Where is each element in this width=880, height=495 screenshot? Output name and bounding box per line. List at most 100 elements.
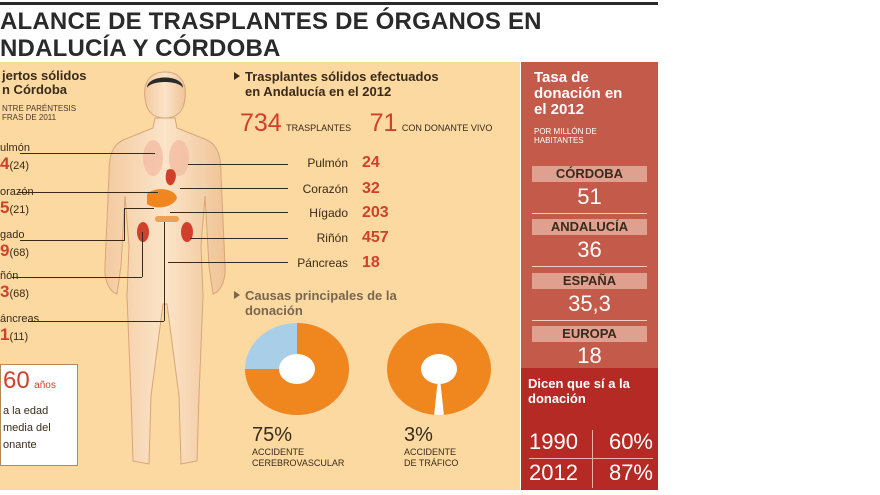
andalucia-organ-row: Pulmón 24 — [258, 154, 389, 180]
organ-name: Riñón — [316, 231, 348, 245]
cause-caption-1: ACCIDENTE — [404, 447, 457, 457]
page-title: ALANCE DE TRASPLANTES DE ÓRGANOS EN NDAL… — [0, 8, 660, 62]
organ-prev-value: (11) — [9, 331, 29, 343]
organ-name: Páncreas — [297, 256, 348, 270]
organ-value: 9 — [0, 241, 10, 260]
bullet-arrow-icon — [234, 291, 240, 299]
rate-label-europa: EUROPA — [562, 326, 617, 341]
organ-value: 32 — [362, 180, 380, 197]
leader-line-rinon-v — [142, 232, 143, 277]
rate-title: Tasa de donación en el 2012 — [534, 70, 622, 118]
leader-line-higado — [20, 240, 125, 241]
leader-line-rinon — [12, 277, 142, 278]
donor-age-text-1: a la edad — [3, 405, 49, 417]
human-body-figure — [104, 71, 226, 465]
organ-value: 18 — [362, 254, 380, 271]
leader-line-right-pancreas — [168, 262, 288, 263]
organ-name: áncreas — [0, 313, 40, 325]
andalucia-heading-line-2: en Andalucía en el 2012 — [245, 84, 392, 99]
title-line-1: ALANCE DE TRASPLANTES DE ÓRGANOS EN — [0, 8, 542, 35]
rate-band — [532, 326, 647, 342]
opinion-year: 2012 — [529, 460, 578, 485]
rate-subtitle-line-2: HABITANTES — [534, 136, 584, 145]
opinion-heading-line-2: donación — [528, 391, 586, 406]
leader-line-right-higado — [170, 212, 288, 213]
andalucia-organ-row: Hígado 203 — [258, 204, 389, 229]
opinion-panel — [521, 368, 658, 490]
rate-subtitle-line-1: POR MILLÓN DE — [534, 127, 597, 136]
opinion-heading-line-1: Dicen que sí a la — [528, 376, 630, 391]
cause-caption-1: ACCIDENTE — [252, 447, 305, 457]
cordoba-organ-corazon: orazón 5(21) — [0, 186, 34, 218]
leader-line-higado-v — [124, 208, 125, 240]
bullet-arrow-icon — [234, 72, 240, 80]
organ-name: Corazón — [302, 182, 348, 196]
causes-heading-line-2: donación — [245, 303, 303, 318]
rate-value-espana: 35,3 — [568, 291, 611, 316]
donut-trafico — [387, 323, 491, 416]
leader-line-pancreas — [28, 321, 164, 322]
rate-separator — [532, 266, 647, 267]
leader-line-pancreas-v — [164, 222, 165, 321]
cause-caption-2: DE TRÁFICO — [404, 458, 459, 468]
rate-subtitle: POR MILLÓN DE HABITANTES — [534, 127, 597, 145]
organ-value: 203 — [362, 204, 389, 221]
total-transplants-number: 734 — [240, 109, 282, 137]
title-line-2: NDALUCÍA Y CÓRDOBA — [0, 35, 281, 62]
cordoba-heading-line-1: jertos sólidos — [2, 68, 87, 83]
cordoba-heading-line-2: n Córdoba — [2, 82, 67, 97]
opinion-vseparator — [592, 430, 593, 488]
cordoba-organ-pancreas: áncreas 1(11) — [0, 313, 39, 345]
donor-age-text-2: media del — [3, 422, 51, 434]
rate-band — [532, 166, 647, 182]
organ-prev-value: (68) — [9, 288, 30, 300]
andalucia-organ-row: Riñón 457 — [258, 229, 389, 254]
living-donor-number: 71 — [369, 109, 398, 137]
rate-value-europa: 18 — [577, 343, 602, 368]
andalucia-totals: 734 TRASPLANTES 71 CON DONANTE VIVO — [240, 109, 492, 138]
opinion-row-2012: 2012 87% — [529, 460, 653, 486]
leader-line-right-pulmon — [188, 164, 288, 165]
rate-band — [532, 219, 647, 235]
organ-value: 457 — [362, 229, 389, 246]
rate-label-espana: ESPAÑA — [562, 273, 617, 288]
andalucia-organ-list: Pulmón 24 Corazón 32 Hígado 203 Riñón 457 Pá… — [258, 154, 389, 279]
opinion-pct: 60% — [608, 429, 653, 454]
cordoba-organ-higado: gado 9(68) — [0, 229, 29, 261]
cordoba-heading: jertos sólidos n Córdoba — [2, 69, 87, 97]
donut-hole — [279, 354, 315, 384]
rate-band — [532, 273, 647, 289]
rate-value-cordoba: 51 — [577, 184, 602, 209]
organ-value: 4 — [0, 154, 10, 173]
cordoba-note-line-1: NTRE PARÉNTESIS — [2, 104, 77, 113]
total-transplants-unit: TRASPLANTES — [286, 123, 352, 133]
organ-prev-value: (24) — [9, 160, 30, 172]
rate-label-cordoba: CÓRDOBA — [555, 166, 624, 181]
top-rule — [0, 2, 658, 5]
cordoba-organ-rinon: ñón 3(68) — [0, 270, 29, 302]
cause-pct: 75% — [252, 424, 293, 446]
cordoba-organ-pulmon: ulmón 4(24) — [0, 142, 30, 174]
causes-heading-line-1: Causas principales de la — [245, 288, 397, 303]
rate-label-andalucia: ANDALUCÍA — [550, 219, 629, 234]
cause-cerebrovascular: 75% ACCIDENTE CEREBROVASCULAR — [252, 424, 344, 469]
rate-title-line-1: Tasa de — [534, 69, 589, 86]
organ-name: Pulmón — [307, 156, 348, 170]
andalucia-heading: Trasplantes sólidos efectuados en Andalu… — [234, 69, 439, 99]
organ-name: Hígado — [309, 206, 348, 220]
opinion-separator — [529, 458, 653, 459]
leader-line-corazon — [18, 192, 158, 193]
leader-line-pulmon — [20, 153, 155, 154]
rate-value-andalucia: 36 — [577, 237, 602, 262]
rate-title-line-3: el 2012 — [534, 101, 585, 118]
andalucia-organ-row: Páncreas 18 — [258, 254, 389, 279]
organ-value: 5 — [0, 198, 10, 217]
donor-age-number: 60 — [3, 367, 30, 394]
rate-separator — [532, 213, 647, 214]
organ-name: ulmón — [0, 142, 30, 154]
organ-name: ñón — [0, 270, 19, 282]
leader-line-right-corazon — [180, 188, 288, 189]
donut-cerebrovascular — [245, 323, 349, 415]
rate-separator — [532, 320, 647, 321]
main-panel — [0, 62, 520, 490]
